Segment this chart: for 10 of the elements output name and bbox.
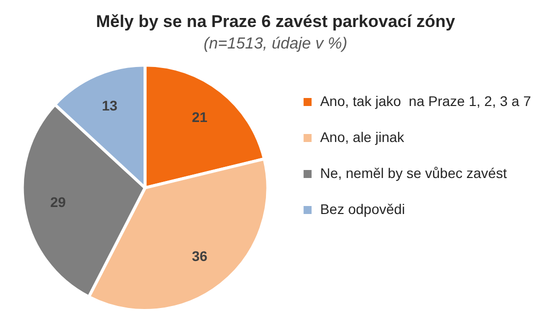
data-label: 21 bbox=[192, 109, 208, 126]
data-label: 29 bbox=[50, 194, 66, 210]
legend-label: Bez odpovědi bbox=[320, 200, 405, 217]
chart-subtitle: (n=1513, údaje v %) bbox=[204, 35, 348, 52]
legend-label: Ano, ale jinak bbox=[320, 128, 406, 145]
data-label: 13 bbox=[102, 98, 118, 114]
chart-title: Měly by se na Praze 6 zavést parkovací zóny bbox=[96, 12, 456, 31]
legend-label: Ano, tak jako na Praze 1, 2, 3 a 7 bbox=[320, 92, 532, 109]
legend-label: Ne, neměl by se vůbec zavést bbox=[320, 164, 507, 181]
data-label: 36 bbox=[192, 248, 208, 264]
